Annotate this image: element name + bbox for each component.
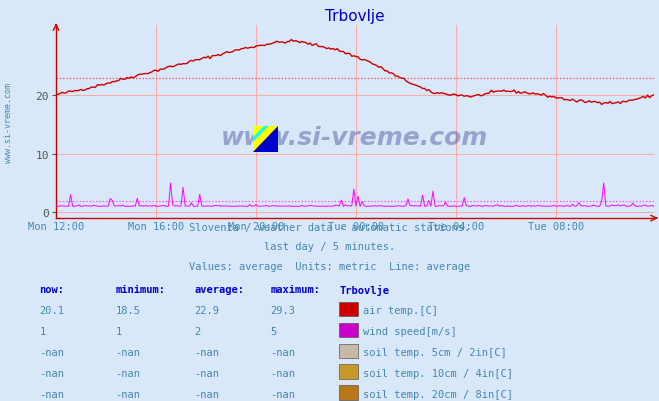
Text: 20.1: 20.1 xyxy=(40,305,65,315)
Text: -nan: -nan xyxy=(40,389,65,399)
Text: -nan: -nan xyxy=(115,347,140,357)
Text: wind speed[m/s]: wind speed[m/s] xyxy=(363,326,457,336)
Text: average:: average: xyxy=(194,284,244,294)
Text: soil temp. 5cm / 2in[C]: soil temp. 5cm / 2in[C] xyxy=(363,347,507,357)
Text: soil temp. 10cm / 4in[C]: soil temp. 10cm / 4in[C] xyxy=(363,368,513,378)
Text: -nan: -nan xyxy=(40,347,65,357)
Text: 29.3: 29.3 xyxy=(270,305,295,315)
Text: -nan: -nan xyxy=(270,347,295,357)
Text: -nan: -nan xyxy=(194,389,219,399)
Text: air temp.[C]: air temp.[C] xyxy=(363,305,438,315)
Text: 2: 2 xyxy=(194,326,200,336)
Text: -nan: -nan xyxy=(270,368,295,378)
Polygon shape xyxy=(252,126,268,142)
Text: 5: 5 xyxy=(270,326,276,336)
Text: -nan: -nan xyxy=(115,389,140,399)
Text: -nan: -nan xyxy=(194,368,219,378)
Polygon shape xyxy=(252,126,277,152)
Text: 1: 1 xyxy=(40,326,45,336)
Text: minimum:: minimum: xyxy=(115,284,165,294)
Text: 1: 1 xyxy=(115,326,121,336)
Text: Slovenia / weather data - automatic stations.: Slovenia / weather data - automatic stat… xyxy=(189,223,470,233)
Text: now:: now: xyxy=(40,284,65,294)
Text: 18.5: 18.5 xyxy=(115,305,140,315)
Text: -nan: -nan xyxy=(194,347,219,357)
Title: Trbovlje: Trbovlje xyxy=(325,8,385,24)
Text: soil temp. 20cm / 8in[C]: soil temp. 20cm / 8in[C] xyxy=(363,389,513,399)
Text: -nan: -nan xyxy=(115,368,140,378)
Polygon shape xyxy=(252,126,277,152)
Text: Trbovlje: Trbovlje xyxy=(339,284,389,295)
Text: 22.9: 22.9 xyxy=(194,305,219,315)
Text: last day / 5 minutes.: last day / 5 minutes. xyxy=(264,242,395,252)
Text: -nan: -nan xyxy=(270,389,295,399)
Text: www.si-vreme.com: www.si-vreme.com xyxy=(221,126,488,150)
Text: -nan: -nan xyxy=(40,368,65,378)
Text: maximum:: maximum: xyxy=(270,284,320,294)
Text: www.si-vreme.com: www.si-vreme.com xyxy=(4,82,13,162)
Text: Values: average  Units: metric  Line: average: Values: average Units: metric Line: aver… xyxy=(189,261,470,271)
